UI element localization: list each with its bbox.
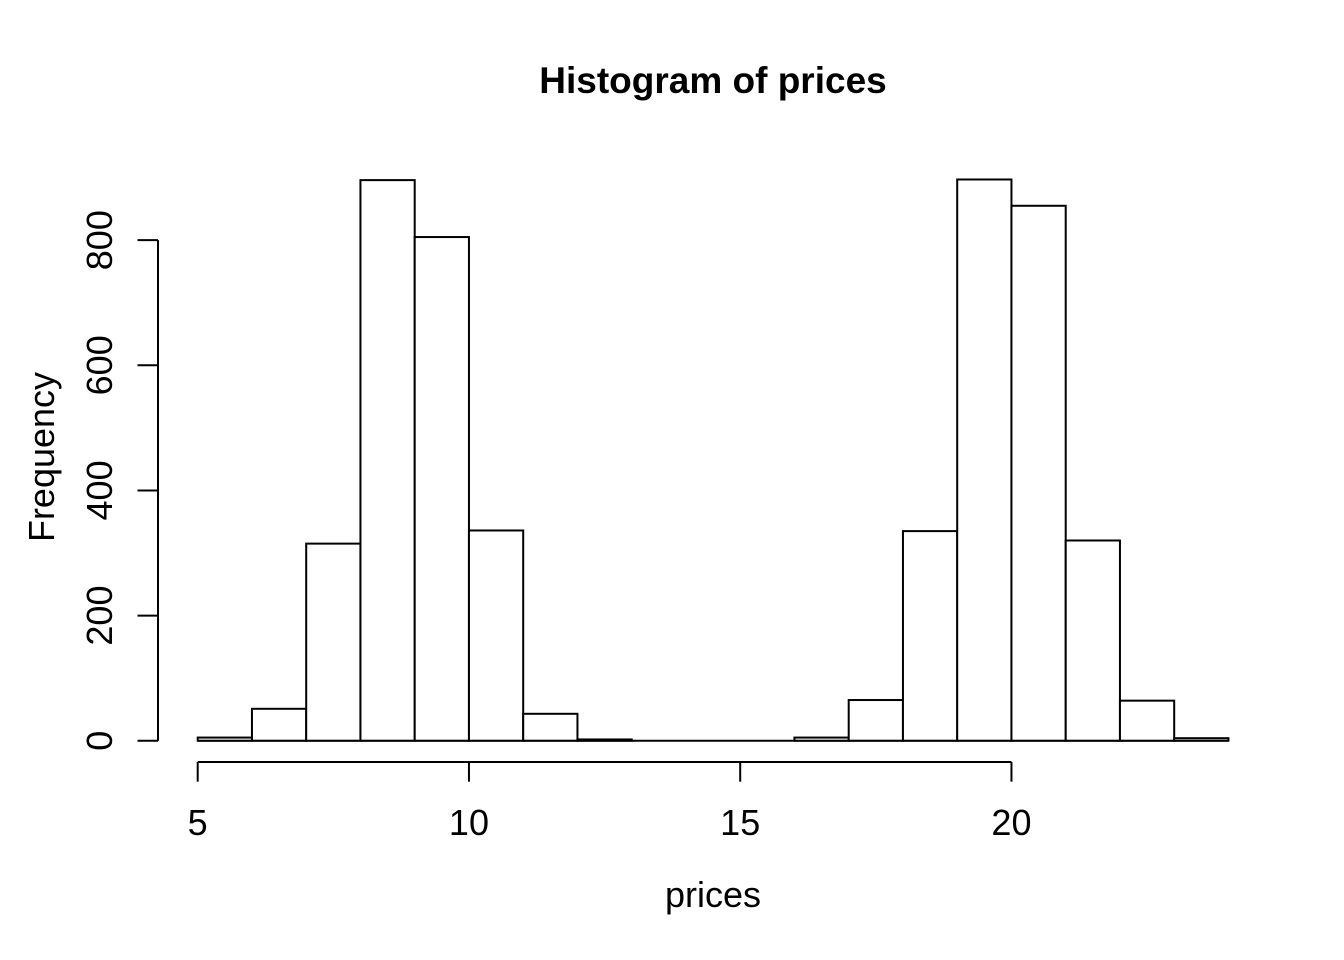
histogram-bar — [467, 529, 525, 742]
histogram-bar — [250, 707, 308, 742]
x-tick-label: 15 — [720, 802, 760, 843]
histogram-bar — [847, 699, 904, 742]
histogram-bar — [1173, 737, 1230, 742]
histogram-bar — [956, 178, 1013, 742]
histogram-bar — [1064, 539, 1121, 742]
bars-group — [196, 178, 1230, 742]
y-axis-label: Frequency — [21, 372, 62, 542]
y-tick-label: 0 — [79, 731, 120, 751]
histogram-bar — [793, 736, 850, 742]
x-tick-label: 5 — [188, 802, 208, 843]
x-tick-label: 10 — [449, 802, 489, 843]
histogram-bar — [576, 738, 633, 742]
y-tick-label: 600 — [79, 335, 120, 395]
histogram-bar — [901, 530, 959, 742]
y-tick-label: 800 — [79, 210, 120, 270]
histogram-bar — [522, 712, 579, 742]
histogram-bar — [305, 542, 362, 742]
histogram-bar — [1010, 204, 1067, 742]
histogram-bar — [1118, 699, 1176, 742]
histogram-bar — [413, 236, 470, 742]
chart-title: Histogram of prices — [539, 60, 886, 101]
y-tick-label: 200 — [79, 586, 120, 646]
axes-group: 0 200 400 600 800 5 10 15 20 — [79, 210, 1031, 843]
histogram-bar — [196, 736, 253, 742]
x-axis-label: prices — [665, 874, 761, 915]
x-tick-label: 20 — [991, 802, 1031, 843]
histogram-bar — [359, 179, 416, 742]
y-tick-label: 400 — [79, 460, 120, 520]
